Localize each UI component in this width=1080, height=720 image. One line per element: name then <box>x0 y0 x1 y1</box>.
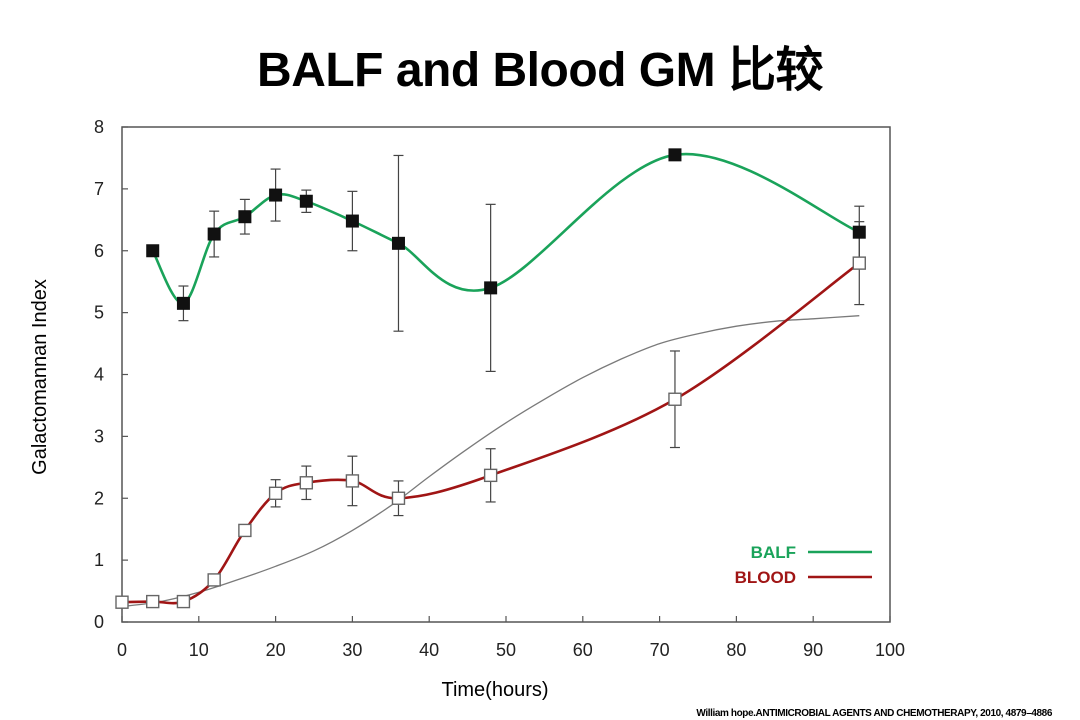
y-tick-label: 6 <box>94 241 104 261</box>
blood-point <box>299 476 314 490</box>
x-tick-label: 20 <box>266 640 286 660</box>
x-tick-label: 90 <box>803 640 823 660</box>
x-tick-label: 80 <box>726 640 746 660</box>
balf-point <box>238 210 252 224</box>
citation: William hope.ANTIMICROBIAL AGENTS AND CH… <box>696 708 1052 719</box>
x-tick-label: 0 <box>117 640 127 660</box>
balf-point <box>391 236 405 250</box>
y-tick-label: 4 <box>94 365 104 385</box>
balf-point <box>668 148 682 162</box>
markers-layer <box>115 148 866 609</box>
blood-point <box>207 573 221 587</box>
x-axis-ticks: 0 10 20 30 40 50 60 70 80 90 100 <box>117 616 905 660</box>
legend-label-balf: BALF <box>751 543 796 562</box>
balf-point <box>345 214 359 228</box>
balf-point <box>207 227 221 241</box>
legend-label-blood: BLOOD <box>735 568 796 587</box>
reference-curve-layer <box>121 315 860 608</box>
x-tick-label: 100 <box>875 640 905 660</box>
x-tick-label: 50 <box>496 640 516 660</box>
blood-point <box>268 486 283 500</box>
blood-point <box>391 491 406 505</box>
x-tick-label: 70 <box>650 640 670 660</box>
blood-point <box>852 256 866 270</box>
balf-point <box>269 188 283 202</box>
y-axis-title: Galactomannan Index <box>29 279 51 475</box>
balf-series-line <box>151 152 860 305</box>
legend: BALF BLOOD <box>735 543 872 587</box>
blood-point <box>176 594 191 609</box>
x-tick-label: 10 <box>189 640 209 660</box>
blood-point <box>483 468 498 483</box>
y-tick-label: 8 <box>94 117 104 137</box>
blood-point <box>238 523 252 538</box>
balf-point <box>146 244 160 258</box>
balf-point <box>299 194 313 208</box>
balf-point <box>176 296 190 310</box>
blood-point <box>668 392 682 406</box>
y-tick-label: 3 <box>94 426 104 446</box>
x-tick-label: 30 <box>342 640 362 660</box>
blood-point <box>146 594 160 609</box>
y-tick-label: 1 <box>94 550 104 570</box>
reference-curve <box>121 315 860 608</box>
balf-point <box>852 225 866 239</box>
slide-title: BALF and Blood GM 比较 <box>257 44 823 97</box>
y-axis-ticks: 0 1 2 3 4 5 6 7 8 <box>94 117 128 632</box>
x-tick-label: 60 <box>573 640 593 660</box>
error-bars-layer <box>178 154 865 517</box>
y-tick-label: 5 <box>94 303 104 323</box>
y-tick-label: 7 <box>94 179 104 199</box>
blood-point <box>345 474 360 488</box>
blood-point <box>115 595 129 609</box>
y-tick-label: 0 <box>94 612 104 632</box>
x-tick-label: 40 <box>419 640 439 660</box>
x-axis-title: Time(hours) <box>441 679 548 701</box>
balf-point <box>484 281 498 295</box>
y-tick-label: 2 <box>94 488 104 508</box>
